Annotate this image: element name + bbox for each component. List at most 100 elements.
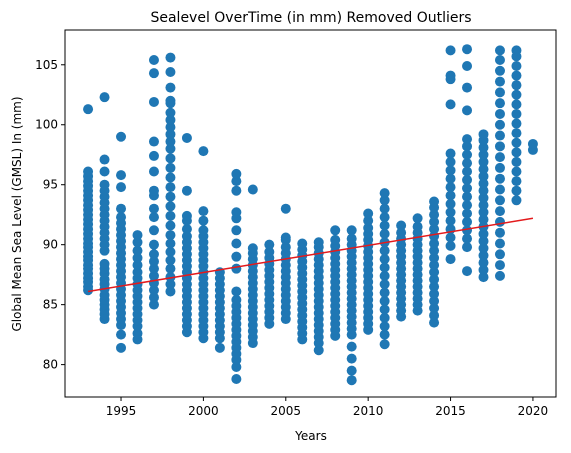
data-point bbox=[99, 179, 110, 190]
data-point bbox=[511, 166, 522, 177]
data-point bbox=[445, 190, 456, 201]
data-point bbox=[379, 254, 390, 265]
data-point bbox=[494, 130, 505, 141]
data-point bbox=[511, 108, 522, 119]
data-point bbox=[148, 225, 159, 236]
data-point bbox=[429, 238, 440, 249]
data-point bbox=[445, 165, 456, 176]
data-point bbox=[478, 200, 489, 211]
data-point bbox=[132, 267, 143, 278]
data-point bbox=[494, 87, 505, 98]
data-point bbox=[429, 252, 440, 263]
data-point bbox=[379, 220, 390, 231]
x-tick-label: 2000 bbox=[188, 404, 219, 418]
data-point bbox=[148, 136, 159, 147]
data-point bbox=[462, 174, 473, 185]
data-point bbox=[165, 286, 176, 297]
data-point bbox=[511, 128, 522, 139]
data-point bbox=[181, 132, 192, 143]
data-point bbox=[165, 279, 176, 290]
data-point bbox=[478, 192, 489, 203]
data-point bbox=[429, 310, 440, 321]
data-point bbox=[165, 191, 176, 202]
data-point bbox=[478, 129, 489, 140]
x-axis-label: Years bbox=[294, 429, 327, 443]
data-point bbox=[165, 246, 176, 257]
data-point bbox=[478, 171, 489, 182]
data-point bbox=[429, 260, 440, 271]
data-point bbox=[198, 206, 209, 217]
data-point bbox=[132, 237, 143, 248]
data-point bbox=[429, 296, 440, 307]
data-point bbox=[462, 200, 473, 211]
y-axis-label: Global Mean Sea Level (GMSL) In (mm) bbox=[10, 96, 24, 331]
data-point bbox=[379, 212, 390, 223]
data-point bbox=[379, 203, 390, 214]
data-point bbox=[412, 213, 423, 224]
data-point bbox=[99, 166, 110, 177]
data-point bbox=[165, 122, 176, 133]
data-point bbox=[462, 134, 473, 145]
data-point bbox=[148, 185, 159, 196]
data-point bbox=[494, 65, 505, 76]
data-point bbox=[494, 184, 505, 195]
data-point bbox=[148, 256, 159, 267]
data-point bbox=[445, 198, 456, 209]
data-point bbox=[99, 92, 110, 103]
data-point bbox=[445, 70, 456, 81]
data-point bbox=[462, 225, 473, 236]
data-point bbox=[478, 257, 489, 268]
data-point bbox=[379, 270, 390, 281]
data-point bbox=[379, 304, 390, 315]
data-point bbox=[494, 227, 505, 238]
data-point bbox=[280, 232, 291, 243]
data-point bbox=[462, 191, 473, 202]
data-point bbox=[231, 263, 242, 274]
data-point bbox=[494, 216, 505, 227]
data-point bbox=[99, 154, 110, 165]
data-point bbox=[165, 182, 176, 193]
data-point bbox=[379, 296, 390, 307]
data-point bbox=[379, 195, 390, 206]
x-tick-label: 1995 bbox=[106, 404, 137, 418]
data-point bbox=[396, 220, 407, 231]
data-point bbox=[346, 353, 357, 364]
data-point bbox=[494, 260, 505, 271]
data-point bbox=[165, 107, 176, 118]
data-point bbox=[148, 285, 159, 296]
data-point bbox=[494, 119, 505, 130]
data-point bbox=[379, 188, 390, 199]
data-point bbox=[478, 156, 489, 167]
data-point bbox=[478, 243, 489, 254]
data-point bbox=[165, 66, 176, 77]
data-point bbox=[165, 82, 176, 93]
data-point bbox=[181, 224, 192, 235]
data-point bbox=[231, 168, 242, 179]
data-point bbox=[462, 60, 473, 71]
data-point bbox=[116, 329, 127, 340]
data-point bbox=[445, 148, 456, 159]
data-point bbox=[181, 231, 192, 242]
data-point bbox=[429, 245, 440, 256]
data-point bbox=[148, 96, 159, 107]
data-point bbox=[462, 44, 473, 55]
data-point bbox=[478, 264, 489, 275]
data-point bbox=[478, 142, 489, 153]
data-point bbox=[132, 230, 143, 241]
data-point bbox=[264, 246, 275, 257]
x-tick-label: 2010 bbox=[353, 404, 384, 418]
data-point bbox=[231, 207, 242, 218]
data-point bbox=[445, 207, 456, 218]
data-point bbox=[148, 299, 159, 310]
data-point bbox=[116, 182, 127, 193]
data-point bbox=[462, 166, 473, 177]
data-point bbox=[231, 225, 242, 236]
data-point bbox=[165, 162, 176, 173]
x-tick-label: 2015 bbox=[435, 404, 466, 418]
data-point bbox=[494, 108, 505, 119]
data-point bbox=[511, 185, 522, 196]
data-point bbox=[511, 137, 522, 148]
data-point bbox=[478, 272, 489, 283]
data-point bbox=[363, 222, 374, 233]
data-point bbox=[379, 321, 390, 332]
